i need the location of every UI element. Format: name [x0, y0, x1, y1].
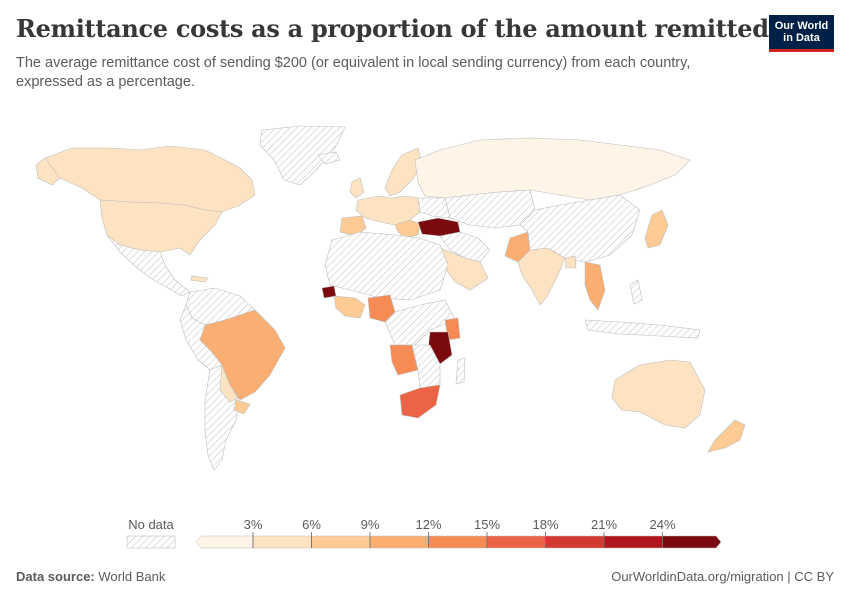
region-balkans[interactable]	[394, 219, 421, 239]
region-uk[interactable]	[349, 177, 365, 199]
owid-url[interactable]: OurWorldinData.org/migration | CC BY	[611, 569, 834, 584]
region-australia[interactable]	[611, 359, 706, 429]
region-indonesia[interactable]	[584, 319, 701, 339]
legend-bin-2	[311, 535, 371, 549]
legend-tick-label-4: 15%	[474, 517, 500, 532]
region-china[interactable]	[519, 194, 641, 263]
legend-tick-label-0: 3%	[244, 517, 263, 532]
legend-bin-0	[195, 535, 254, 549]
color-legend: No data 3% 6% 9% 12% 15% 18% 21% 24%	[126, 517, 722, 549]
legend-tick-label-6: 21%	[591, 517, 617, 532]
region-west-africa[interactable]	[333, 295, 366, 319]
legend-bin-4	[428, 535, 488, 549]
owid-logo[interactable]: Our World in Data	[769, 15, 834, 52]
region-japan[interactable]	[644, 209, 669, 249]
region-russia[interactable]	[414, 137, 691, 201]
legend-bin-8	[662, 535, 722, 549]
legend-bin-1	[252, 535, 312, 549]
chart-title-text: Remittance costs as a proportion of the …	[16, 14, 769, 43]
region-angola[interactable]	[389, 344, 419, 376]
legend-tick-label-1: 6%	[302, 517, 321, 532]
region-greenland[interactable]	[259, 125, 346, 186]
region-eastern-europe[interactable]	[417, 197, 451, 219]
legend-bin-7	[603, 535, 663, 549]
region-philippines[interactable]	[629, 279, 643, 305]
legend-bin-3	[369, 535, 429, 549]
logo-line-1: Our World	[774, 20, 829, 32]
chart-subtitle: The average remittance cost of sending $…	[16, 55, 691, 90]
region-caribbean[interactable]	[190, 275, 209, 283]
data-source-label: Data source:	[16, 569, 95, 584]
legend-bin-5	[486, 535, 546, 549]
region-alaska[interactable]	[35, 157, 61, 186]
region-bangladesh[interactable]	[564, 255, 577, 269]
region-canada[interactable]	[44, 145, 256, 213]
legend-no-data-swatch	[126, 535, 176, 549]
legend-bin-6	[545, 535, 605, 549]
region-iceland[interactable]	[317, 151, 341, 165]
region-uruguay[interactable]	[233, 399, 251, 415]
region-paraguay[interactable]	[219, 364, 239, 403]
region-south-africa[interactable]	[399, 384, 441, 419]
region-southeast-asia[interactable]	[584, 261, 606, 311]
region-madagascar[interactable]	[455, 357, 466, 385]
region-arabia[interactable]	[439, 247, 489, 291]
region-western-europe[interactable]	[355, 195, 421, 226]
data-source: Data source: World Bank	[16, 569, 165, 584]
region-new-zealand[interactable]	[707, 419, 746, 453]
legend-no-data-label: No data	[128, 517, 174, 532]
legend-tick-label-7: 24%	[649, 517, 675, 532]
chart-title: Remittance costs as a proportion of the …	[16, 14, 820, 43]
legend-tick-label-2: 9%	[361, 517, 380, 532]
region-india[interactable]	[517, 247, 566, 306]
legend-tick-label-3: 12%	[415, 517, 441, 532]
region-middle-east[interactable]	[439, 231, 491, 263]
legend-tick-label-5: 18%	[532, 517, 558, 532]
region-north-africa[interactable]	[324, 231, 449, 301]
world-map	[35, 125, 746, 471]
logo-line-2: in Data	[783, 32, 820, 44]
data-source-value: World Bank	[98, 569, 166, 584]
